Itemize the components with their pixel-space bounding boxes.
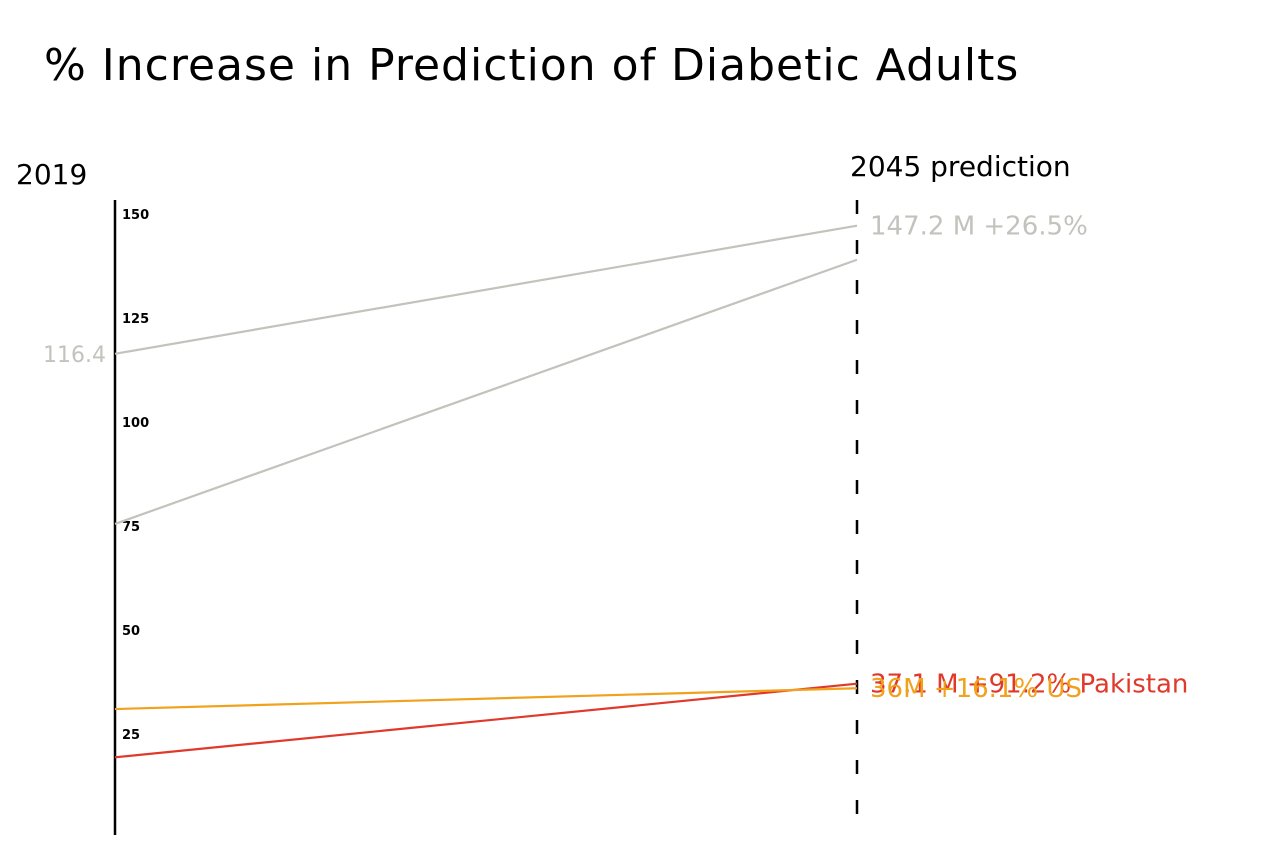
x-label-2019: 2019 bbox=[16, 158, 87, 191]
y-ticks: 150 125 100 75 50 25 bbox=[122, 208, 149, 743]
series-labels: 116.4 147.2 M +26.5% 37.1 M +91.2% Pakista… bbox=[43, 212, 1188, 705]
series-line-3 bbox=[114, 682, 858, 759]
series-start-label-1: 116.4 bbox=[43, 343, 106, 368]
series-end-label-3: 37.1 M +91.2% Pakistan bbox=[870, 670, 1188, 700]
series-line-1 bbox=[114, 224, 858, 355]
y-tick-label: 75 bbox=[122, 520, 140, 535]
series-end-label-1: 147.2 M +26.5% bbox=[870, 212, 1088, 242]
y-tick-label: 50 bbox=[122, 624, 140, 639]
x-label-2045: 2045 prediction bbox=[850, 150, 1071, 183]
y-tick-label: 100 bbox=[122, 416, 149, 431]
series-lines bbox=[114, 224, 858, 759]
series-end-label-4: 36M +16.1% US bbox=[870, 674, 1082, 704]
y-tick-label: 150 bbox=[122, 208, 149, 223]
y-tick-label: 25 bbox=[122, 728, 140, 743]
y-tick-label: 125 bbox=[122, 312, 149, 327]
series-line-2 bbox=[114, 258, 858, 525]
series-line-4 bbox=[114, 687, 858, 711]
chart-title: % Increase in Prediction of Diabetic Adu… bbox=[44, 40, 1019, 91]
